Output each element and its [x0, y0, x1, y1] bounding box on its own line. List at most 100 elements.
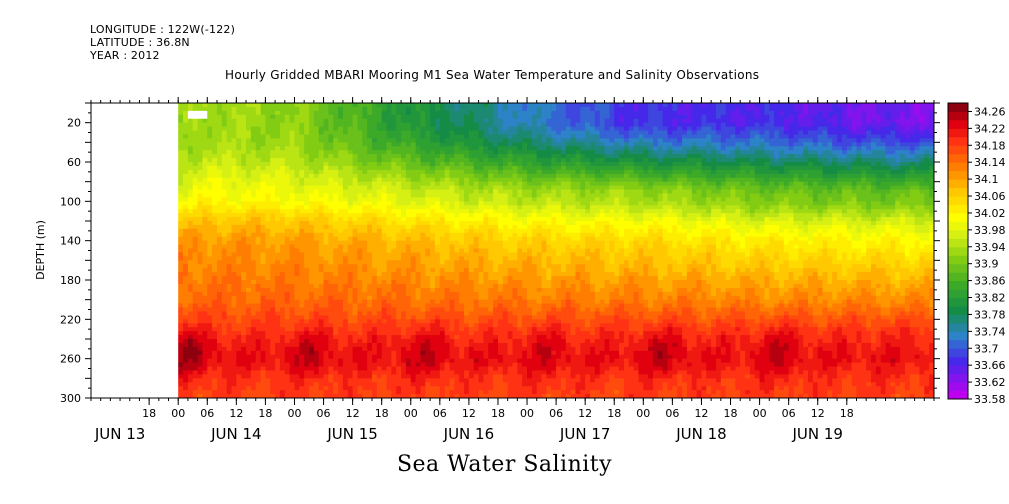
heat-cell — [357, 378, 363, 383]
heat-cell — [265, 260, 271, 265]
heat-cell — [338, 142, 344, 147]
heat-cell — [275, 291, 281, 297]
heat-cell — [115, 303, 121, 309]
heat-cell — [289, 185, 296, 191]
heat-cell — [342, 272, 349, 277]
heat-cell — [246, 311, 252, 316]
heat-cell — [158, 362, 165, 368]
heat-cell — [100, 224, 107, 230]
heat-cell — [367, 354, 373, 360]
heat-cell — [110, 209, 116, 214]
heat-cell — [323, 362, 329, 368]
heat-cell — [347, 280, 354, 285]
heat-cell — [120, 291, 126, 297]
heat-cell — [362, 110, 368, 116]
heat-cell — [221, 126, 228, 132]
heat-cell — [347, 228, 354, 234]
heat-cell — [236, 307, 242, 313]
heat-cell — [328, 268, 334, 273]
heat-cell — [401, 315, 407, 320]
heat-cell — [139, 185, 145, 191]
heat-cell — [100, 122, 107, 128]
heat-cell — [216, 126, 223, 132]
heat-cell — [265, 236, 271, 242]
heat-cell — [226, 374, 233, 379]
heat-cell — [347, 256, 354, 261]
heat-cell — [149, 283, 155, 289]
heat-cell — [168, 323, 174, 328]
heat-cell — [246, 354, 252, 360]
heat-cell — [110, 154, 116, 159]
heat-cell — [410, 122, 417, 128]
heat-cell — [328, 122, 334, 128]
heat-cell — [260, 390, 267, 395]
heat-cell — [192, 205, 199, 210]
heat-cell — [115, 221, 121, 226]
heat-cell — [396, 307, 402, 313]
heat-cell — [91, 138, 97, 143]
heat-cell — [294, 386, 300, 391]
heat-cell — [294, 138, 300, 143]
heat-cell — [221, 311, 228, 316]
heat-cell — [173, 248, 179, 254]
heat-cell — [284, 276, 291, 281]
heat-cell — [158, 165, 165, 171]
heat-cell — [241, 362, 247, 368]
heat-cell — [124, 209, 131, 214]
heat-cell — [323, 158, 329, 163]
heat-cell — [294, 260, 300, 265]
heat-cell — [299, 205, 305, 210]
heat-cell — [231, 228, 237, 234]
heat-cell — [216, 232, 223, 238]
heat-cell — [158, 142, 165, 147]
heat-cell — [333, 134, 339, 139]
heat-cell — [241, 213, 247, 218]
heat-cell — [338, 346, 344, 352]
heat-cell — [110, 378, 116, 383]
heat-cell — [381, 252, 388, 257]
heat-cell — [100, 350, 107, 356]
heat-cell — [163, 354, 170, 360]
heat-cell — [367, 197, 373, 202]
heat-cell — [120, 205, 126, 210]
heat-cell — [260, 276, 267, 281]
heat-cell — [323, 228, 329, 234]
heat-cell — [401, 358, 407, 364]
heat-cell — [342, 260, 349, 265]
heat-cell — [367, 177, 373, 183]
heat-cell — [405, 162, 412, 167]
heat-cell — [187, 362, 194, 368]
heat-cell — [313, 339, 320, 344]
heat-cell — [333, 303, 339, 309]
heat-cell — [372, 126, 378, 132]
heat-cell — [105, 224, 111, 230]
heat-cell — [120, 327, 126, 332]
heat-cell — [95, 394, 102, 398]
heat-cell — [333, 335, 339, 340]
heat-cell — [250, 221, 257, 226]
heat-cell — [396, 134, 402, 139]
heat-cell — [391, 103, 397, 108]
heat-cell — [183, 370, 189, 375]
heat-cell — [202, 260, 208, 265]
heat-cell — [313, 150, 320, 155]
heat-cell — [134, 299, 141, 305]
heat-cell — [299, 283, 305, 289]
heat-cell — [139, 280, 145, 285]
heat-cell — [91, 382, 97, 387]
heat-cell — [124, 158, 131, 163]
heat-cell — [328, 276, 334, 281]
heat-cell — [265, 299, 271, 305]
heat-cell — [357, 197, 363, 202]
heat-cell — [260, 150, 267, 155]
heat-cell — [178, 142, 184, 147]
heat-cell — [149, 248, 155, 254]
heat-cell — [110, 342, 116, 348]
heat-cell — [134, 240, 141, 246]
heat-cell — [246, 209, 252, 214]
heat-cell — [357, 224, 363, 230]
heat-cell — [405, 335, 412, 340]
heat-cell — [289, 138, 296, 143]
heat-cell — [289, 339, 296, 344]
heat-cell — [328, 280, 334, 285]
